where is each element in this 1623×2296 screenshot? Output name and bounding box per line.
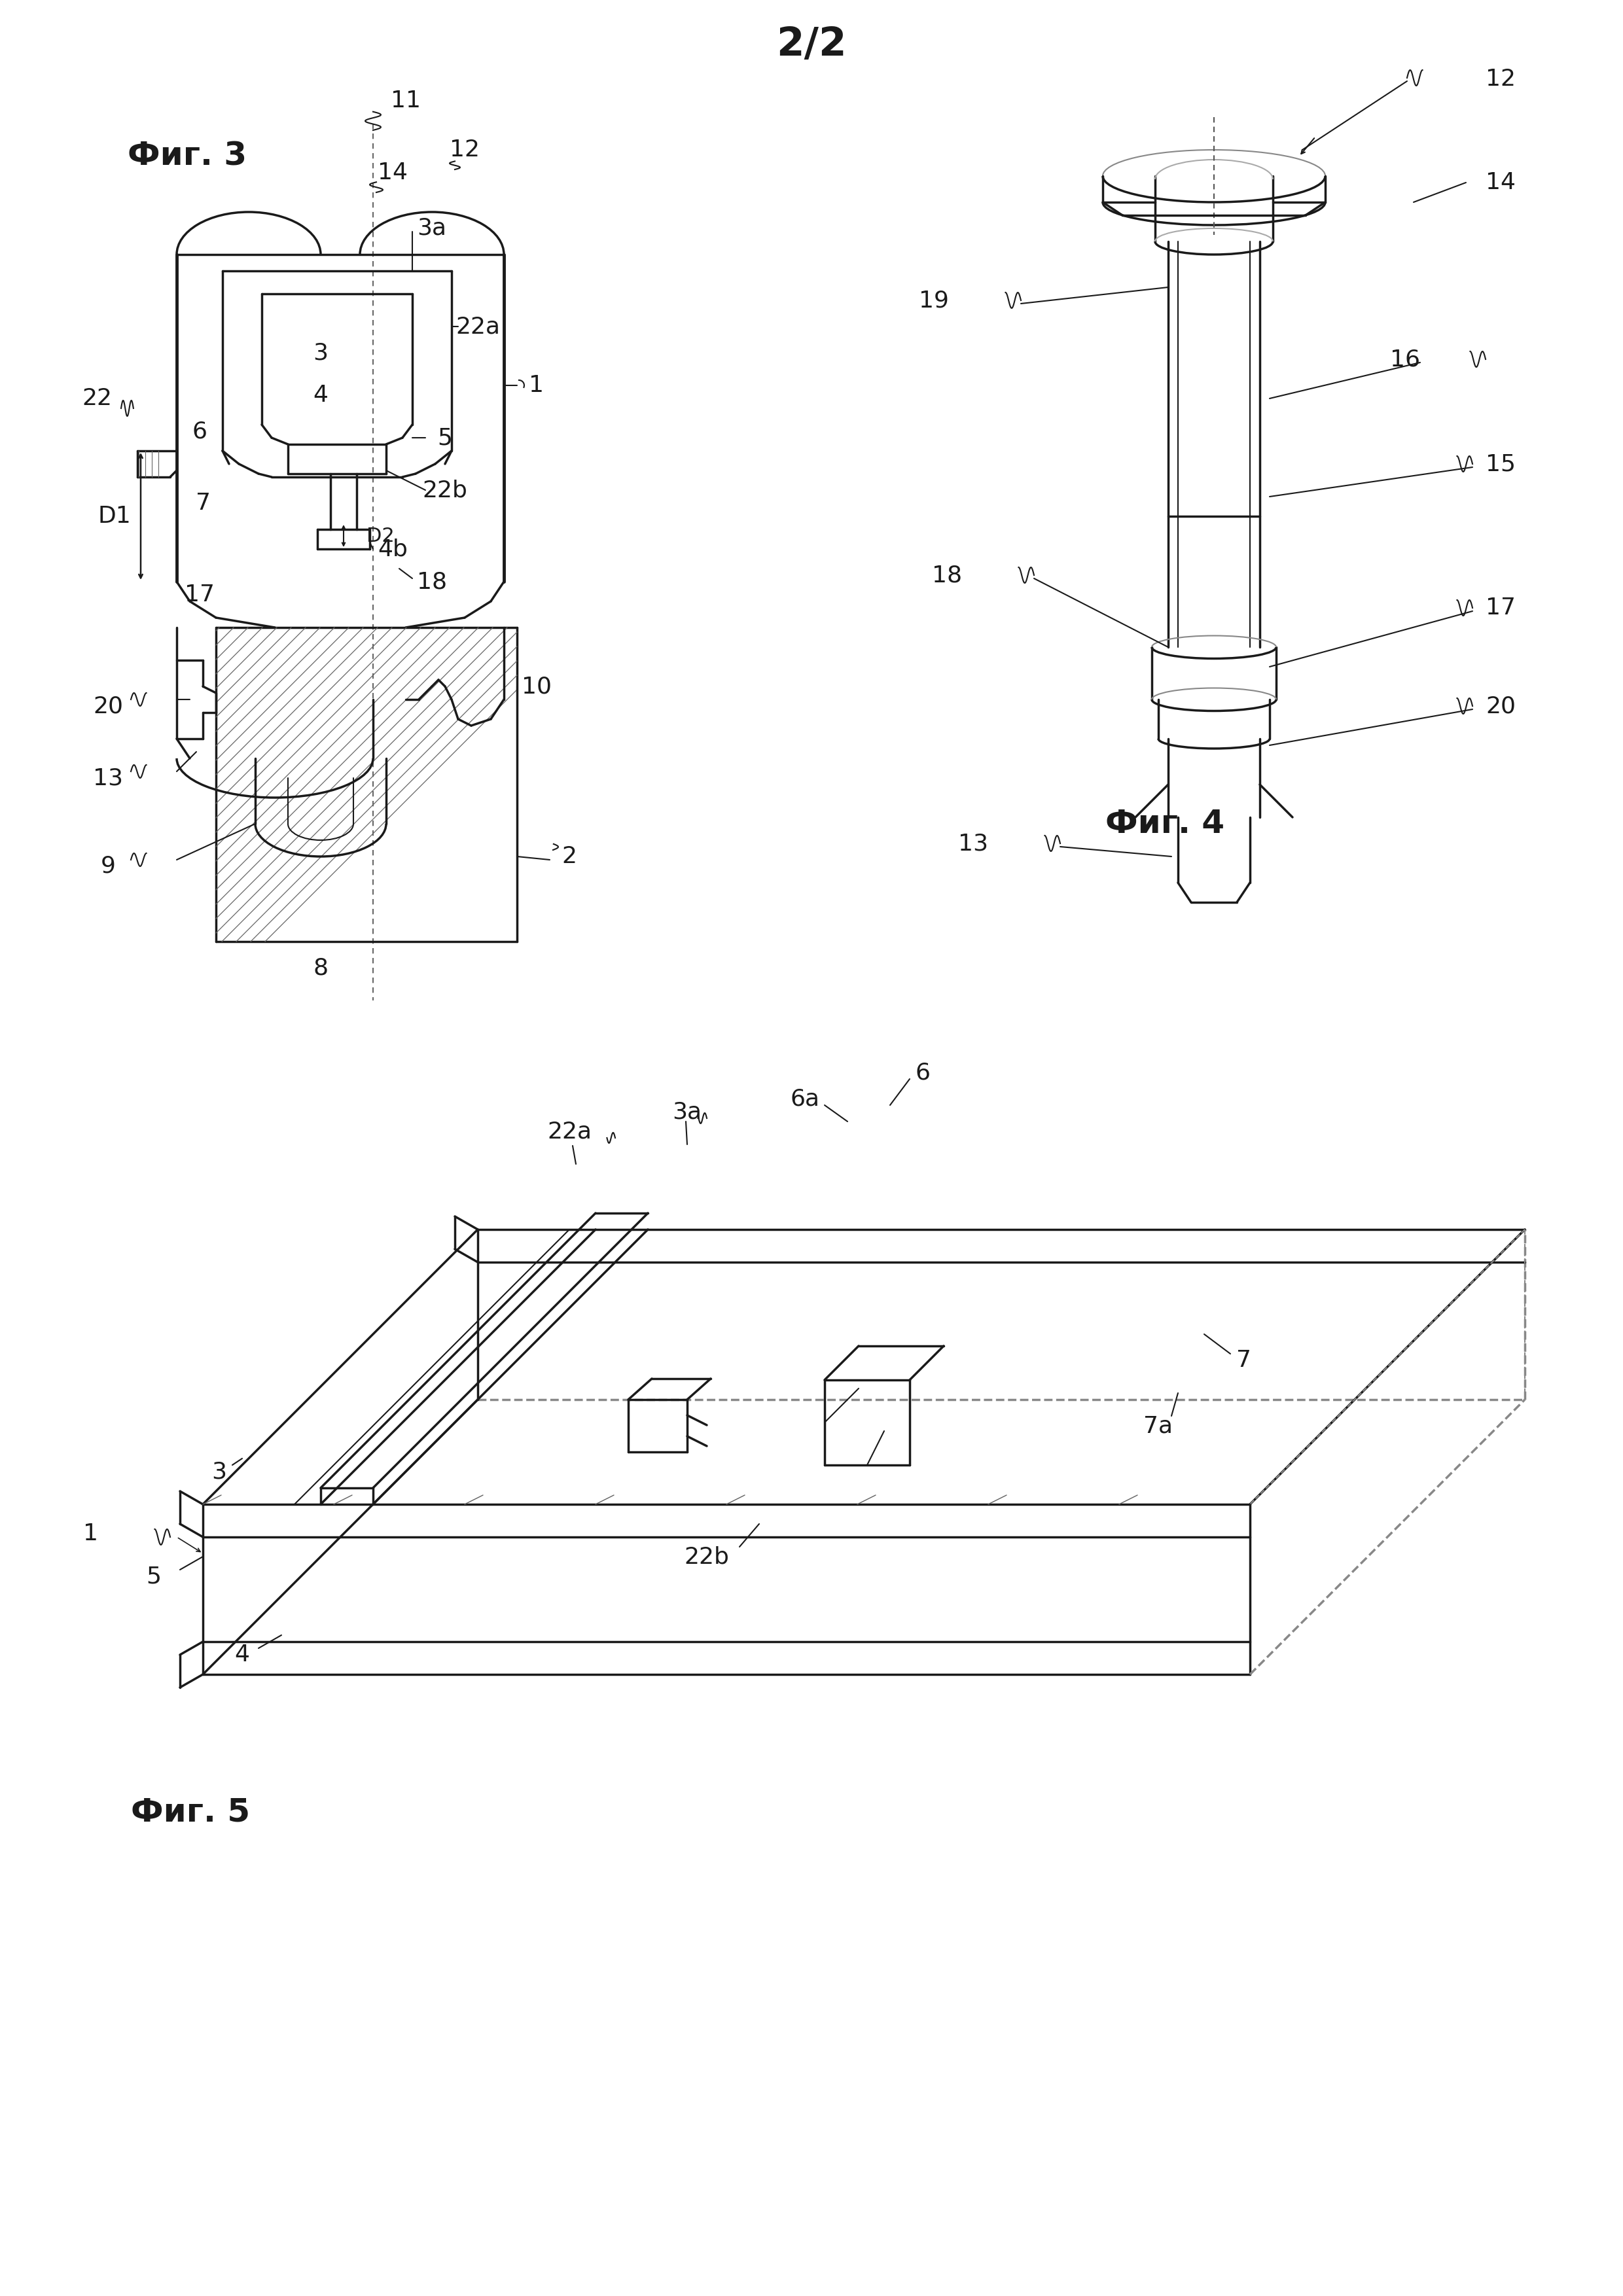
- Text: 3a: 3a: [417, 218, 446, 239]
- Text: 6: 6: [192, 420, 208, 443]
- Text: 20: 20: [93, 696, 123, 716]
- Text: 13: 13: [93, 767, 123, 790]
- Text: 22a: 22a: [547, 1120, 592, 1143]
- Text: 19: 19: [919, 289, 949, 312]
- Text: 22b: 22b: [422, 480, 467, 501]
- Text: 17: 17: [1485, 597, 1516, 620]
- Text: 14: 14: [378, 161, 407, 184]
- Text: 4: 4: [235, 1644, 250, 1667]
- Text: 5: 5: [438, 427, 453, 448]
- Text: 4b: 4b: [378, 537, 407, 560]
- Text: Фиг. 4: Фиг. 4: [1105, 808, 1224, 840]
- Text: 15: 15: [1485, 452, 1516, 475]
- Text: 22b: 22b: [685, 1545, 729, 1568]
- Text: 5: 5: [146, 1566, 161, 1587]
- Text: 22: 22: [81, 388, 112, 409]
- Text: 12: 12: [450, 138, 480, 161]
- Text: 7: 7: [1235, 1350, 1251, 1371]
- Text: 14: 14: [1485, 172, 1516, 193]
- Text: D2: D2: [367, 526, 394, 546]
- Text: 18: 18: [932, 565, 962, 585]
- Text: 2: 2: [562, 845, 576, 868]
- Text: 20: 20: [1485, 696, 1516, 716]
- Text: 13: 13: [958, 831, 988, 854]
- Text: 3a: 3a: [672, 1100, 701, 1123]
- Text: 9: 9: [101, 854, 115, 877]
- Text: Фиг. 5: Фиг. 5: [131, 1795, 250, 1828]
- Text: 16: 16: [1389, 349, 1420, 370]
- Text: 10: 10: [521, 675, 552, 698]
- Text: 3: 3: [313, 342, 328, 363]
- Text: 2/2: 2/2: [776, 25, 847, 64]
- Text: 17: 17: [185, 583, 214, 606]
- Text: 6a: 6a: [790, 1088, 820, 1109]
- Text: 6: 6: [915, 1061, 930, 1084]
- Text: Фиг. 3: Фиг. 3: [128, 140, 247, 172]
- Text: 7: 7: [195, 491, 211, 514]
- Text: D1: D1: [97, 505, 131, 528]
- Text: 18: 18: [417, 572, 446, 592]
- Text: 11: 11: [391, 90, 420, 113]
- Text: 22a: 22a: [456, 315, 500, 338]
- Text: 1: 1: [83, 1522, 97, 1545]
- Text: 12: 12: [1485, 69, 1516, 90]
- Text: 4: 4: [313, 383, 328, 406]
- Text: 1: 1: [529, 374, 544, 397]
- Text: 7a: 7a: [1144, 1414, 1173, 1437]
- Text: 3: 3: [211, 1460, 227, 1483]
- Text: 8: 8: [313, 957, 328, 978]
